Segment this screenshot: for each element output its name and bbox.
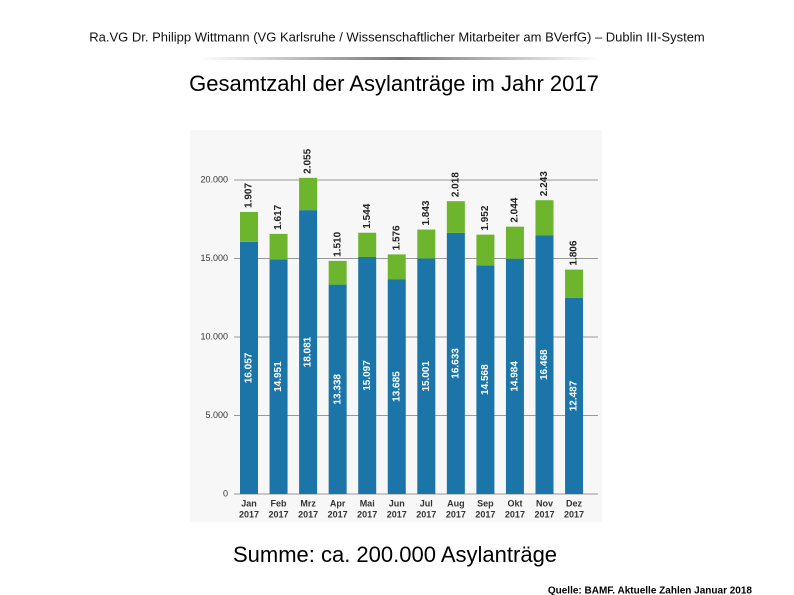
bar-segment xyxy=(240,211,258,242)
y-tick-label: 20.000 xyxy=(200,174,228,184)
bar-segment xyxy=(565,269,584,298)
bar-segment xyxy=(269,259,288,494)
x-tick-label: Sep xyxy=(477,498,494,508)
x-tick-label: Mrz xyxy=(300,498,316,508)
value-label: 16.057 xyxy=(244,352,255,383)
x-tick-sublabel: 2017 xyxy=(505,509,525,519)
summary: Summe: ca. 200.000 Asylanträge xyxy=(233,542,557,567)
value-label: 2.044 xyxy=(510,197,521,222)
source: Quelle: BAMF. Aktuelle Zahlen Januar 201… xyxy=(548,586,753,595)
x-tick-sublabel: 2017 xyxy=(475,509,495,519)
value-label: 1.806 xyxy=(569,240,580,265)
bar-segment xyxy=(240,241,258,494)
value-label: 15.001 xyxy=(421,361,432,392)
x-tick-sublabel: 2017 xyxy=(239,509,259,519)
value-label: 1.617 xyxy=(273,204,284,229)
value-label: 1.952 xyxy=(480,205,491,230)
bar-segment xyxy=(269,233,288,260)
value-label: 1.576 xyxy=(391,225,402,250)
x-tick-sublabel: 2017 xyxy=(564,509,584,519)
x-tick-sublabel: 2017 xyxy=(269,509,289,519)
bar-segment xyxy=(535,200,554,236)
y-tick-label: 0 xyxy=(223,488,228,498)
bar-segment xyxy=(328,260,347,285)
bar-segment xyxy=(417,229,436,259)
value-label: 1.843 xyxy=(421,200,432,225)
y-tick-label: 5.000 xyxy=(205,410,228,420)
bar-segment xyxy=(505,258,524,494)
value-label: 13.338 xyxy=(332,374,343,405)
x-tick-sublabel: 2017 xyxy=(298,509,318,519)
value-label: 14.568 xyxy=(480,364,491,395)
value-label: 2.055 xyxy=(303,148,314,173)
y-tick-label: 15.000 xyxy=(200,253,228,263)
bar-segment xyxy=(476,265,495,494)
bar-segment xyxy=(446,201,465,233)
x-tick-sublabel: 2017 xyxy=(446,509,466,519)
value-label: 1.907 xyxy=(244,183,255,208)
y-tick-label: 10.000 xyxy=(200,331,228,341)
value-label: 13.685 xyxy=(391,371,402,402)
value-label: 1.544 xyxy=(362,203,373,228)
bar-segment xyxy=(328,284,347,494)
value-label: 2.018 xyxy=(450,172,461,197)
value-label: 1.510 xyxy=(332,231,343,256)
x-tick-sublabel: 2017 xyxy=(328,509,348,519)
value-label: 18.081 xyxy=(303,336,314,367)
x-tick-label: Apr xyxy=(330,498,346,508)
chart-title: Gesamtzahl der Asylanträge im Jahr 2017 xyxy=(189,71,599,96)
value-label: 12.487 xyxy=(569,380,580,411)
x-tick-label: Dez xyxy=(566,498,583,508)
bar-segment xyxy=(387,279,406,494)
x-tick-label: Jun xyxy=(389,498,405,508)
value-label: 16.633 xyxy=(450,348,461,379)
header-rule xyxy=(200,57,600,60)
x-tick-label: Feb xyxy=(271,498,288,508)
x-tick-sublabel: 2017 xyxy=(357,509,377,519)
bar-segment xyxy=(417,258,436,494)
bar-segment xyxy=(358,232,377,257)
bar-segment xyxy=(505,226,524,259)
plot: 05.00010.00015.00020.00016.0571.907Jan20… xyxy=(200,148,598,519)
x-tick-sublabel: 2017 xyxy=(416,509,436,519)
bar-segment xyxy=(476,234,495,266)
x-tick-label: Nov xyxy=(536,498,553,508)
x-tick-label: Jul xyxy=(420,498,433,508)
value-label: 15.097 xyxy=(362,360,373,391)
bar-segment xyxy=(358,256,377,494)
bar-segment xyxy=(565,297,584,494)
bar-segment xyxy=(299,177,318,211)
x-tick-sublabel: 2017 xyxy=(534,509,554,519)
value-label: 14.951 xyxy=(273,361,284,392)
value-label: 14.984 xyxy=(510,361,521,392)
bar-segment xyxy=(446,232,465,495)
value-label: 2.243 xyxy=(539,171,550,196)
value-label: 16.468 xyxy=(539,349,550,380)
x-tick-label: Aug xyxy=(447,498,465,508)
header: Ra.VG Dr. Philipp Wittmann (VG Karlsruhe… xyxy=(89,29,705,44)
x-tick-sublabel: 2017 xyxy=(387,509,407,519)
x-tick-label: Okt xyxy=(507,498,522,508)
x-tick-label: Mai xyxy=(360,498,375,508)
bar-segment xyxy=(535,235,554,494)
bar-segment xyxy=(387,254,406,280)
bar-segment xyxy=(299,210,318,494)
x-tick-label: Jan xyxy=(241,498,257,508)
